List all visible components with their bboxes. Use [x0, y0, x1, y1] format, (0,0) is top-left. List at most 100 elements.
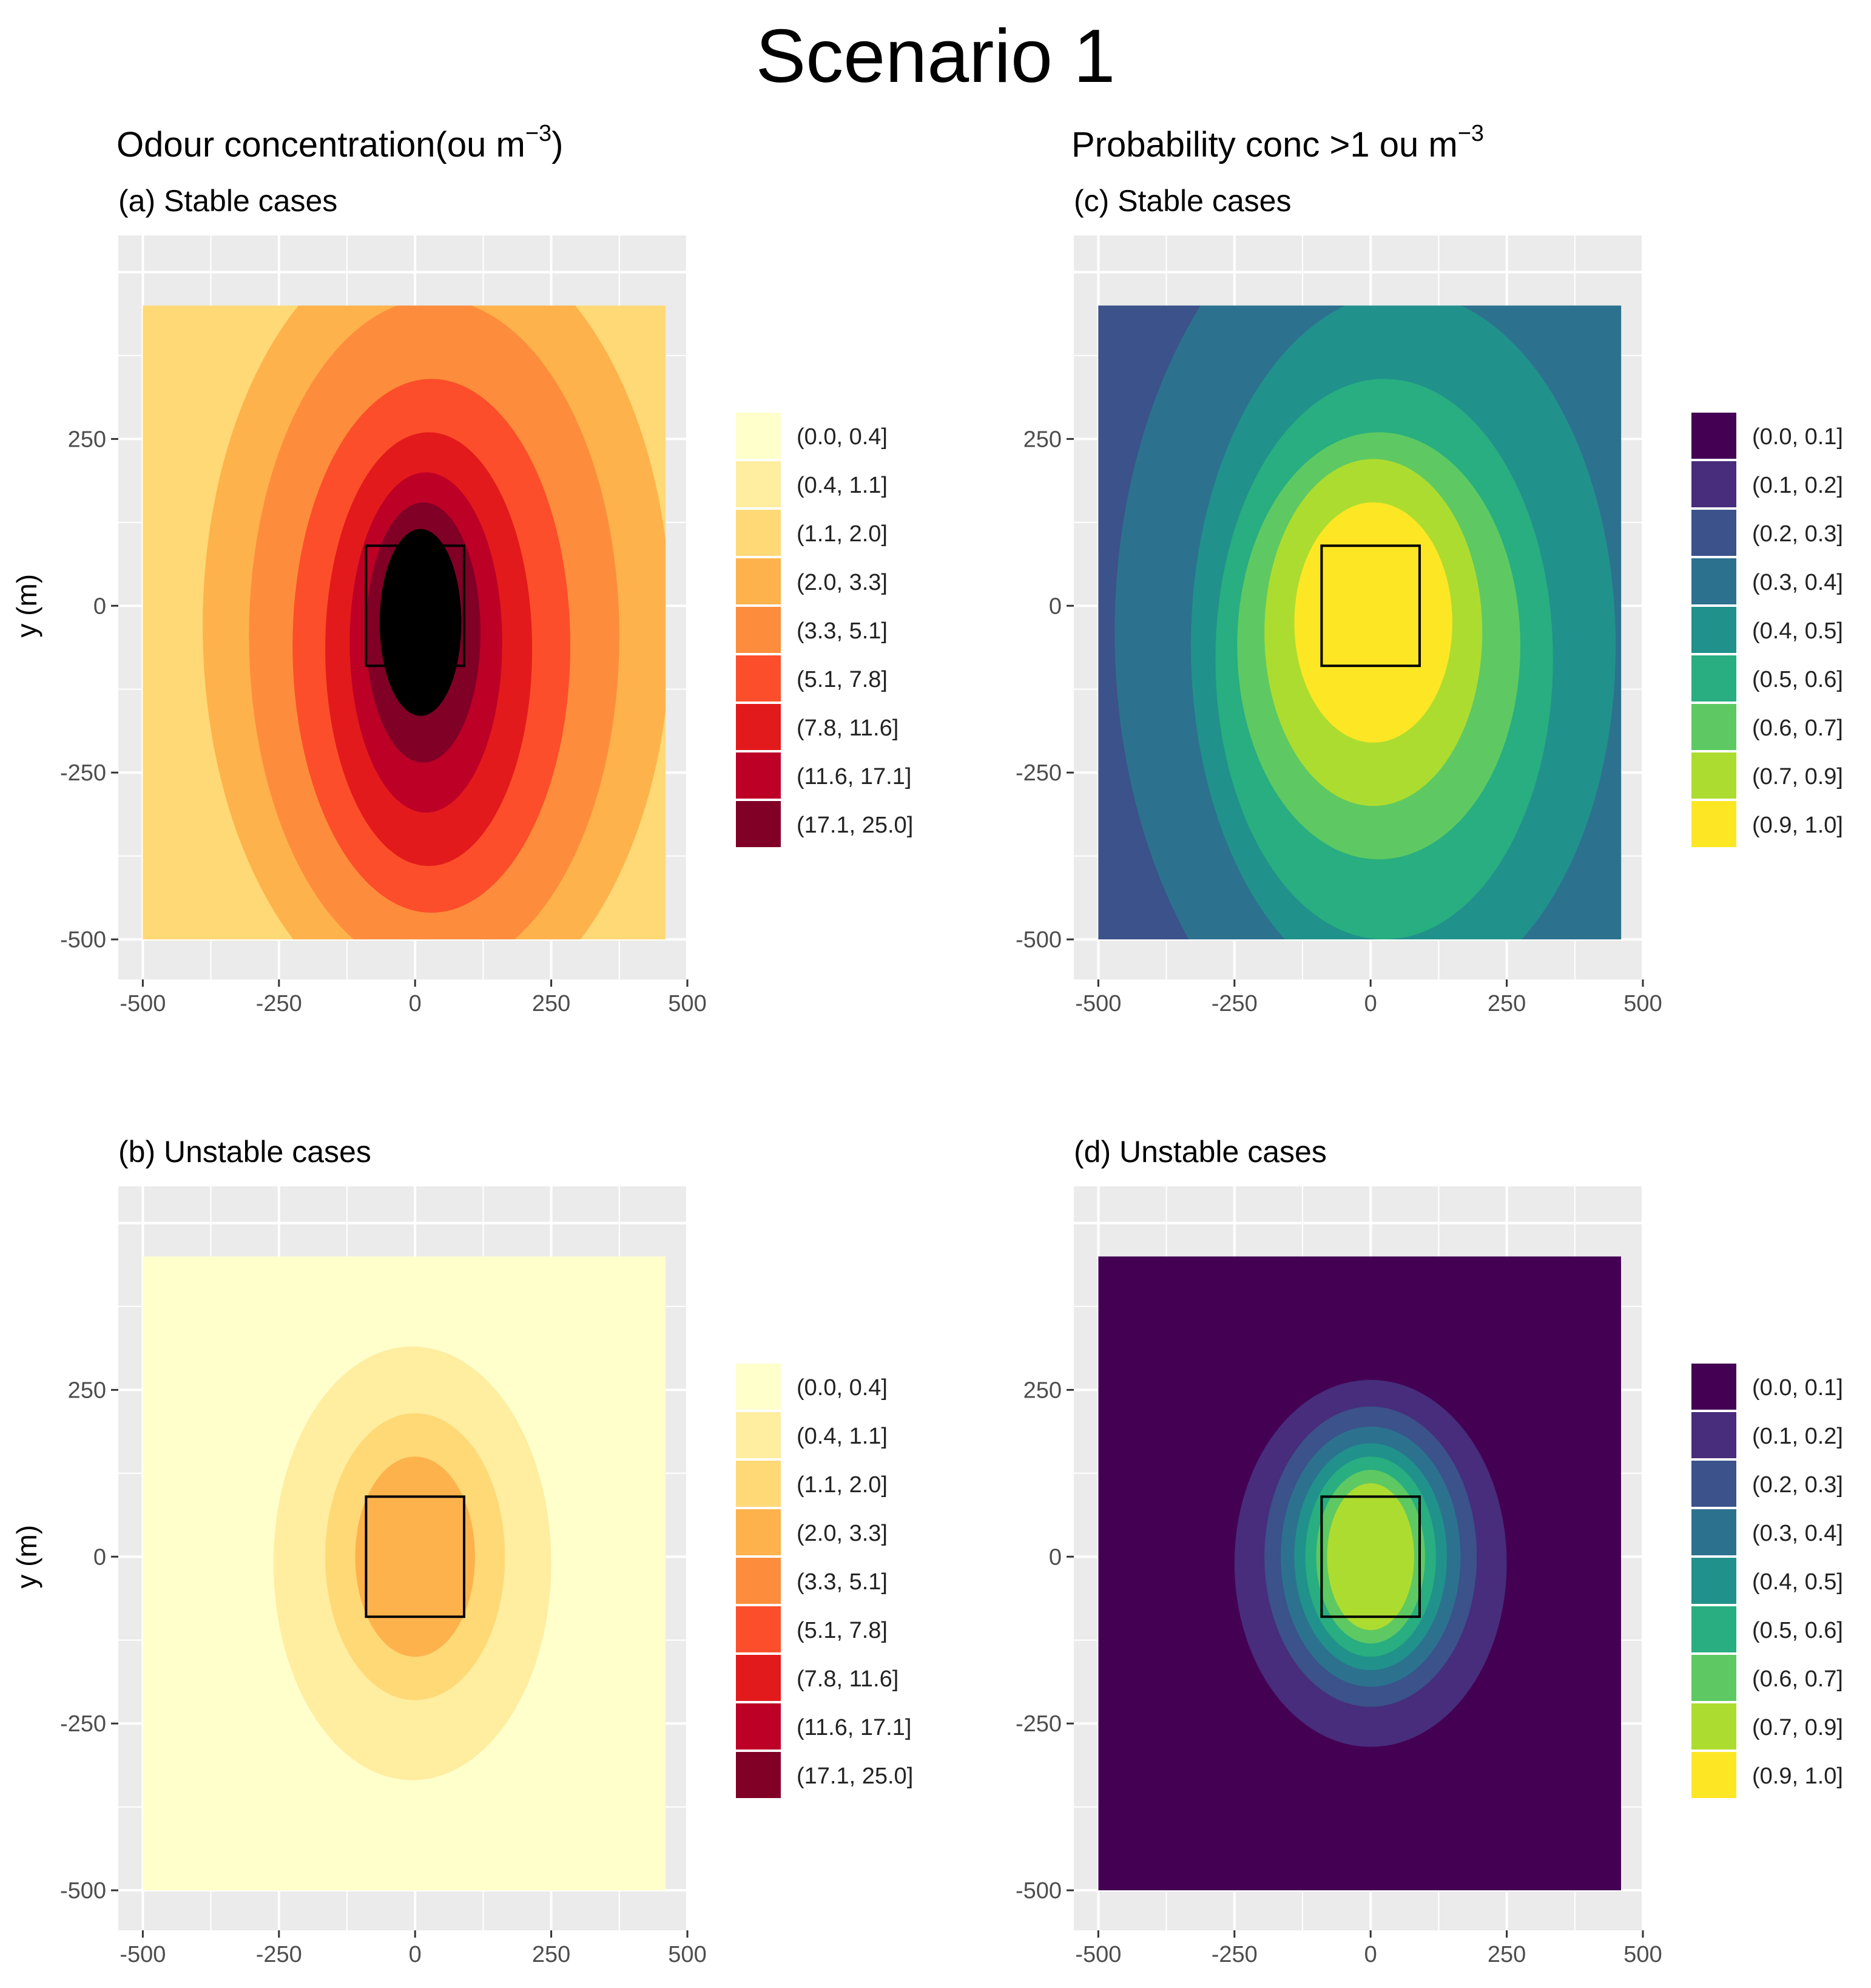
legend-key: [736, 1606, 781, 1652]
legend-key: [1691, 704, 1736, 750]
contour-level-6: [1327, 1483, 1415, 1631]
y-tick-label: -250: [60, 1711, 106, 1737]
left-column-title: Odour concentration(ou m−3): [116, 121, 563, 164]
legend-key: [736, 1703, 781, 1750]
legend-label: (11.6, 17.1]: [797, 1715, 911, 1740]
legend-label: (0.9, 1.0]: [1752, 813, 1843, 838]
left-column-title-close: ): [551, 125, 563, 164]
x-tick-label: -500: [120, 1942, 166, 1967]
panel-c: (c) Stable cases -500 -250 0 250 500 250 0 -250 -…: [1016, 184, 1843, 1016]
y-tick-label: 250: [1023, 427, 1062, 452]
legend-key: [736, 1655, 781, 1701]
legend-label: (17.1, 25.0]: [797, 1763, 913, 1789]
legend-label: (7.8, 11.6]: [797, 715, 898, 741]
x-tick-label: 0: [409, 991, 422, 1016]
legend-key: [1691, 607, 1736, 653]
legend-key: [1691, 510, 1736, 556]
legend-label: (0.4, 0.5]: [1752, 1569, 1843, 1595]
legend-label: (17.1, 25.0]: [797, 813, 913, 838]
legend-label: (0.2, 0.3]: [1752, 1472, 1843, 1498]
contour-fill: [1098, 305, 1622, 940]
legend-label: (0.3, 0.4]: [1752, 1521, 1843, 1546]
legend: (0.0, 0.4] (0.4, 1.1] (1.1, 2.0] (2.0, 3.3]…: [736, 1364, 913, 1798]
legend-label: (0.6, 0.7]: [1752, 1666, 1843, 1692]
y-tick-label: 250: [68, 1378, 106, 1403]
panel-d: (d) Unstable cases -500 -250 0 250 500 250 0 -25…: [1016, 1135, 1843, 1967]
y-axis-label: y (m): [11, 574, 42, 638]
legend-label: (3.3, 5.1]: [797, 1569, 888, 1595]
legend-key: [1691, 413, 1736, 459]
panel-title-c: (c) Stable cases: [1074, 184, 1291, 218]
legend-label: (3.3, 5.1]: [797, 618, 888, 644]
legend-key: [1691, 558, 1736, 604]
legend-label: (0.7, 0.9]: [1752, 764, 1843, 789]
y-tick-label: -500: [60, 927, 106, 953]
legend-key: [736, 1558, 781, 1604]
legend-key: [1691, 1655, 1736, 1701]
x-tick-label: -500: [1075, 991, 1121, 1016]
legend-label: (2.0, 3.3]: [797, 1521, 888, 1546]
left-column-title-exponent: −3: [525, 121, 551, 146]
legend: (0.0, 0.1] (0.1, 0.2] (0.2, 0.3] (0.3, 0.4]…: [1691, 413, 1843, 847]
legend: (0.0, 0.1] (0.1, 0.2] (0.2, 0.3] (0.3, 0.4]…: [1691, 1364, 1843, 1798]
legend-key: [1691, 1703, 1736, 1750]
legend-key: [736, 655, 781, 702]
y-tick-label: 0: [1049, 1544, 1062, 1570]
legend-key: [736, 413, 781, 459]
x-tick-label: 250: [532, 991, 570, 1016]
legend-key: [1691, 801, 1736, 847]
contour-level-2: [355, 1456, 475, 1657]
x-tick-label: -250: [256, 991, 302, 1016]
x-tick-label: 500: [668, 1942, 706, 1967]
legend-label: (0.9, 1.0]: [1752, 1763, 1843, 1789]
y-tick-label: 250: [68, 427, 106, 452]
legend-key: [1691, 1412, 1736, 1458]
legend-key: [736, 1364, 781, 1410]
source-box: [365, 544, 465, 668]
legend-key: [736, 1752, 781, 1798]
y-tick-label: 0: [93, 1544, 106, 1570]
legend-key: [736, 1461, 781, 1507]
legend-key: [736, 752, 781, 799]
x-tick-label: 250: [532, 1942, 570, 1967]
y-tick-label: -250: [1016, 760, 1062, 786]
panels: (a) Stable cases -500 -250 0 250 500 250 0 -250 -…: [11, 184, 1843, 1967]
left-column-title-text: Odour concentration: [116, 125, 436, 164]
x-tick-label: -250: [256, 1942, 302, 1967]
legend-key: [1691, 1461, 1736, 1507]
y-tick-label: -250: [60, 760, 106, 786]
legend-label: (5.1, 7.8]: [797, 1618, 888, 1643]
source-box: [1320, 1495, 1421, 1618]
legend-label: (0.5, 0.6]: [1752, 1618, 1843, 1643]
legend-key: [1691, 1752, 1736, 1798]
legend-label: (0.0, 0.4]: [797, 1375, 888, 1401]
legend-key: [736, 607, 781, 653]
legend-label: (0.4, 0.5]: [1752, 618, 1843, 644]
x-tick-label: -250: [1212, 1942, 1258, 1967]
contour-level-7: [1294, 502, 1452, 743]
legend-key: [736, 704, 781, 750]
x-tick-label: 0: [1364, 991, 1377, 1016]
x-tick-label: 500: [668, 991, 706, 1016]
legend-label: (0.4, 1.1]: [797, 473, 888, 498]
legend-label: (1.1, 2.0]: [797, 1472, 888, 1498]
x-tick-label: -500: [1075, 1942, 1121, 1967]
legend-key: [1691, 1509, 1736, 1555]
x-tick-label: 250: [1488, 991, 1526, 1016]
legend-key: [1691, 752, 1736, 799]
legend-key: [1691, 655, 1736, 702]
legend-label: (1.1, 2.0]: [797, 521, 888, 547]
source-box: [365, 1495, 465, 1618]
y-tick-label: 250: [1023, 1378, 1062, 1403]
legend-key: [1691, 1606, 1736, 1652]
x-tick-label: -250: [1212, 991, 1258, 1016]
legend-key: [736, 1412, 781, 1458]
legend-label: (0.3, 0.4]: [1752, 570, 1843, 595]
figure-title: Scenario 1: [756, 15, 1116, 98]
contour-fill: [1098, 1256, 1622, 1891]
x-tick-label: -500: [120, 991, 166, 1016]
y-tick-label: -500: [60, 1878, 106, 1904]
legend-label: (0.5, 0.6]: [1752, 667, 1843, 692]
x-tick-label: 250: [1488, 1942, 1526, 1967]
